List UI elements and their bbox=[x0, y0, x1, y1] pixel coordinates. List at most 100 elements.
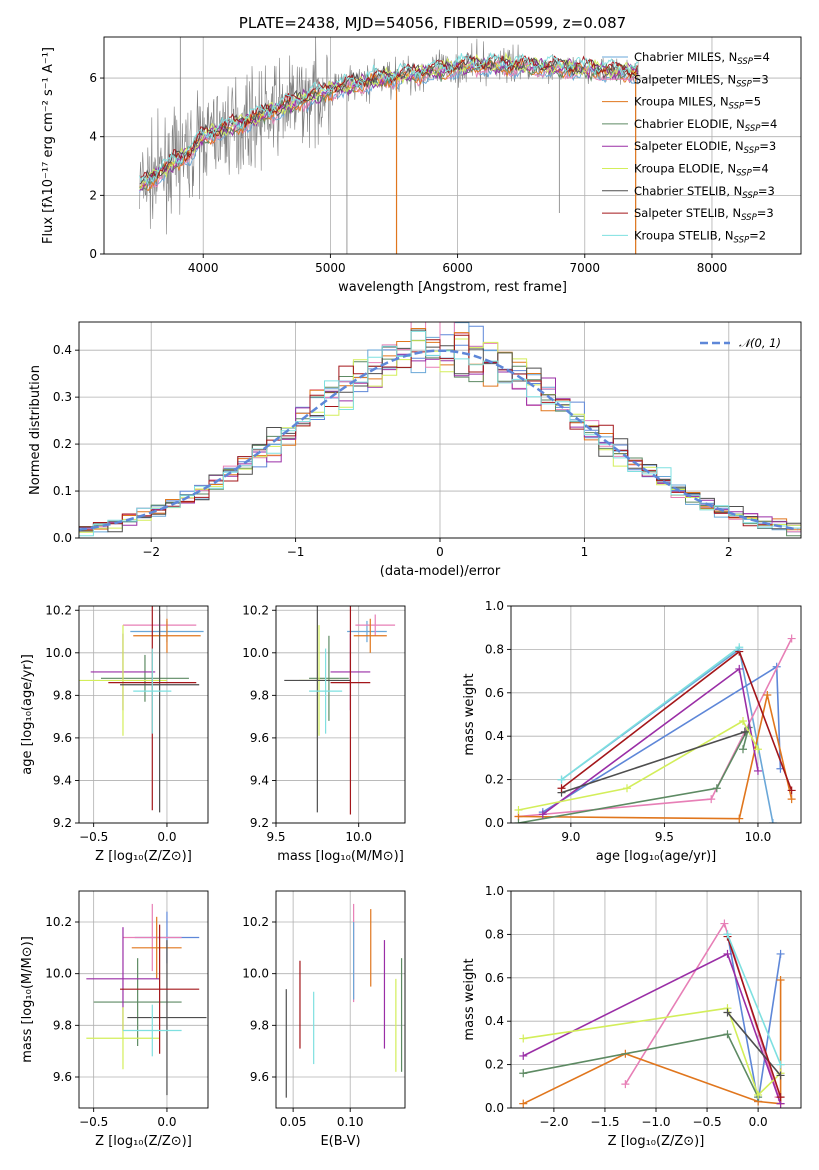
y-tick-label: 0.6 bbox=[485, 686, 504, 700]
plot-area bbox=[285, 903, 403, 1098]
legend-subscript: SSP bbox=[741, 213, 757, 223]
x-axis-label: age [log₁₀(age/yr)] bbox=[596, 849, 717, 864]
weight-series bbox=[538, 664, 762, 819]
y-tick-label: 0.1 bbox=[53, 484, 72, 498]
plot-area bbox=[79, 606, 204, 813]
legend-suffix: =5 bbox=[744, 95, 761, 109]
weight-line bbox=[624, 921, 780, 1098]
weight-marker bbox=[740, 727, 749, 736]
legend-label: Chabrier STELIB, N bbox=[634, 184, 742, 198]
weight-line bbox=[523, 1007, 782, 1097]
legend-suffix: =3 bbox=[758, 184, 775, 198]
legend-label: Salpeter ELODIE, N bbox=[634, 139, 744, 153]
normal-reference-curve bbox=[79, 349, 799, 532]
weight-line bbox=[726, 936, 782, 1098]
x-tick-label: 0.05 bbox=[280, 1115, 307, 1129]
legend-subscript: SSP bbox=[742, 191, 758, 201]
weight-marker bbox=[739, 745, 747, 754]
errorbar-point bbox=[347, 620, 387, 643]
spectrum-panel: 4000 5000 6000 7000 8000 0 2 4 6 wavelength [Angs… bbox=[41, 14, 802, 295]
x-tick-label: 8000 bbox=[697, 261, 728, 275]
y-tick-label: 9.6 bbox=[250, 1070, 269, 1084]
x-tick-label: 1 bbox=[581, 545, 589, 559]
weight-marker bbox=[739, 717, 747, 726]
weight-series bbox=[514, 634, 796, 821]
weight-series bbox=[557, 643, 744, 784]
errorbar-point bbox=[122, 903, 182, 972]
legend-entry: Salpeter MILES, NSSP=3 bbox=[634, 72, 769, 89]
weight-line bbox=[726, 934, 782, 1065]
model-fit-line bbox=[139, 57, 639, 191]
y-tick-label: 0.4 bbox=[485, 1014, 504, 1028]
y-tick-label: 0.0 bbox=[53, 531, 72, 545]
age-vs-metallicity-panel: −0.5 0.0 9.2 9.4 9.6 9.8 10.0 10.2 Z [log₁₀(Z/Z⊙… bbox=[20, 603, 209, 864]
axes-frame bbox=[103, 36, 802, 255]
weight-marker bbox=[519, 1034, 528, 1043]
weight-series bbox=[519, 1004, 785, 1099]
y-axis-label: mass weight bbox=[462, 958, 477, 1040]
x-axis-label: Z [log₁₀(Z/Z⊙)] bbox=[95, 1134, 192, 1149]
y-tick-label: 9.8 bbox=[250, 688, 269, 702]
legend-label: Kroupa MILES, N bbox=[634, 95, 729, 109]
x-tick-label: 9.5 bbox=[655, 830, 674, 844]
legend-suffix: =2 bbox=[749, 228, 766, 242]
weight-series bbox=[514, 717, 762, 814]
weight-marker bbox=[712, 784, 721, 793]
weight-marker bbox=[735, 814, 744, 823]
weight-series bbox=[557, 727, 749, 797]
axes-frame bbox=[510, 605, 802, 824]
plot-area bbox=[514, 634, 796, 823]
errorbar-point bbox=[355, 614, 396, 636]
y-axis-label: mass weight bbox=[462, 673, 477, 755]
model-fit-line bbox=[139, 53, 639, 180]
axes-frame bbox=[78, 605, 209, 824]
grid-lines bbox=[511, 890, 801, 1109]
x-axis-label: Z [log₁₀(Z/Z⊙)] bbox=[608, 1134, 705, 1149]
errorbar-point bbox=[93, 958, 182, 1046]
weight-marker bbox=[787, 634, 796, 643]
y-tick-label: 0.2 bbox=[53, 437, 72, 451]
axes-frame bbox=[78, 890, 209, 1109]
errorbar-point bbox=[284, 606, 351, 813]
axes-frame bbox=[275, 890, 406, 1109]
weight-marker bbox=[787, 786, 796, 795]
weight-marker bbox=[519, 1099, 528, 1108]
legend-subscript: SSP bbox=[736, 79, 752, 89]
weight-marker bbox=[519, 1069, 528, 1078]
weight-marker bbox=[723, 930, 732, 939]
x-axis-label: (data-model)/error bbox=[380, 564, 501, 579]
plot-area bbox=[519, 919, 785, 1108]
weight-marker bbox=[754, 1090, 763, 1099]
x-axis-label: Z [log₁₀(Z/Z⊙)] bbox=[95, 849, 192, 864]
y-tick-label: 9.6 bbox=[250, 731, 269, 745]
weight-marker bbox=[735, 643, 744, 652]
y-tick-label: 9.8 bbox=[53, 688, 72, 702]
y-axis-label: age [log₁₀(age/yr)] bbox=[20, 654, 35, 775]
y-tick-label: 10.0 bbox=[45, 646, 72, 660]
y-tick-label: 1.0 bbox=[485, 599, 504, 613]
y-tick-label: 0.6 bbox=[485, 971, 504, 985]
model-fit-line bbox=[139, 54, 639, 185]
y-tick-label: 0.4 bbox=[485, 729, 504, 743]
x-tick-label: 0 bbox=[436, 545, 444, 559]
y-tick-label: 9.6 bbox=[53, 1070, 72, 1084]
mass-weight-vs-metallicity-panel: −2.0 −1.5 −1.0 −0.5 0.0 0.0 0.2 0.4 0.6 0.8 1.0 Z [… bbox=[462, 884, 802, 1149]
legend-label: Salpeter MILES, N bbox=[634, 72, 736, 86]
errorbar-point bbox=[133, 648, 172, 734]
legend-suffix: =3 bbox=[759, 139, 776, 153]
legend-entry: Kroupa ELODIE, NSSP=4 bbox=[634, 162, 769, 179]
weight-marker bbox=[519, 1051, 528, 1060]
mass-vs-extinction-panel: 0.05 0.10 9.6 9.8 10.0 10.2 E(B-V) bbox=[242, 890, 406, 1149]
weight-series bbox=[723, 930, 785, 1069]
legend-entry: Chabrier ELODIE, NSSP=4 bbox=[634, 117, 777, 134]
errorbar-point bbox=[127, 940, 207, 1096]
weight-marker bbox=[753, 766, 762, 775]
errorbar-point bbox=[133, 618, 201, 653]
weight-marker bbox=[514, 819, 523, 823]
weight-line bbox=[518, 719, 759, 811]
x-tick-label: −2 bbox=[142, 545, 160, 559]
y-tick-label: 0 bbox=[89, 247, 97, 261]
y-tick-label: 9.4 bbox=[250, 773, 269, 787]
